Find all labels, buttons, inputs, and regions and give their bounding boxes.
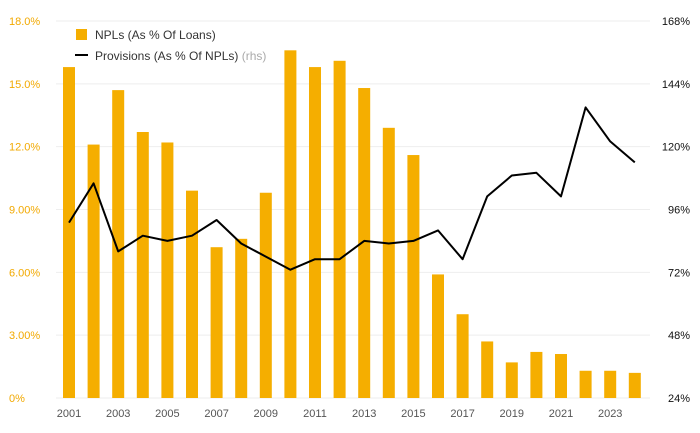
legend: NPLs (As % Of Loans) Provisions (As % Of… — [75, 28, 266, 63]
bar-2021 — [555, 354, 567, 398]
left-tick-label: 3.00% — [9, 330, 40, 342]
legend-label-provisions-suffix: (rhs) — [242, 49, 267, 63]
x-axis: 2001 2003 2005 2007 2009 2011 2013 2015 2017 2019… — [57, 408, 623, 420]
bar-2010 — [284, 50, 297, 398]
left-tick-label: 9.00% — [9, 205, 40, 217]
bar-2015 — [407, 155, 420, 398]
x-tick-label: 2013 — [352, 408, 376, 420]
x-tick-label: 2005 — [155, 408, 179, 420]
x-tick-label: 2001 — [57, 408, 81, 420]
bar-2019 — [505, 362, 518, 398]
right-axis: 24% 48% 72% 96% 120% 144% 168% — [662, 16, 690, 405]
right-tick-label: 168% — [662, 16, 690, 28]
left-tick-label: 15.0% — [9, 79, 40, 91]
gridlines — [56, 20, 650, 399]
right-tick-label: 72% — [668, 267, 690, 279]
bar-2022 — [579, 370, 592, 398]
bar-2016 — [432, 274, 444, 398]
left-tick-label: 12.0% — [9, 142, 40, 154]
x-tick-label: 2017 — [450, 408, 474, 420]
provisions-line-group — [68, 106, 636, 271]
left-tick-label: 0% — [9, 393, 25, 405]
right-tick-label: 96% — [668, 205, 690, 217]
npl-bars — [63, 50, 641, 399]
bar-2006 — [186, 190, 198, 398]
bar-2023 — [604, 370, 617, 398]
bar-2011 — [309, 67, 321, 399]
bar-2001 — [63, 67, 75, 399]
x-tick-label: 2007 — [204, 408, 228, 420]
bar-2009 — [259, 192, 272, 398]
bar-2017 — [456, 314, 469, 398]
bar-2007 — [210, 247, 223, 398]
legend-label-provisions-name: Provisions (As % Of NPLs) — [95, 49, 238, 63]
x-tick-label: 2009 — [254, 408, 278, 420]
bar-2018 — [481, 341, 494, 398]
bar-2002 — [87, 144, 100, 398]
right-tick-label: 48% — [668, 330, 690, 342]
bar-2003 — [112, 90, 125, 398]
bar-2013 — [358, 88, 371, 399]
bar-2024 — [628, 372, 641, 398]
bar-2020 — [530, 351, 543, 398]
x-tick-label: 2021 — [549, 408, 573, 420]
x-tick-label: 2011 — [303, 408, 327, 420]
x-tick-label: 2003 — [106, 408, 130, 420]
legend-label-provisions: Provisions (As % Of NPLs) (rhs) — [95, 49, 266, 63]
bar-2014 — [382, 127, 395, 399]
right-tick-label: 144% — [662, 79, 690, 91]
left-tick-label: 18.0% — [9, 16, 40, 28]
provisions-line — [68, 106, 636, 271]
bar-2012 — [333, 60, 346, 399]
x-tick-label: 2019 — [500, 408, 524, 420]
x-tick-label: 2023 — [598, 408, 622, 420]
right-tick-label: 120% — [662, 142, 690, 154]
left-tick-label: 6.00% — [9, 267, 40, 279]
left-axis: 0% 3.00% 6.00% 9.00% 12.0% 15.0% 18.0% — [9, 16, 40, 405]
bar-2005 — [161, 142, 174, 398]
bar-2008 — [235, 238, 248, 398]
legend-label-npl: NPLs (As % Of Loans) — [95, 28, 216, 42]
x-tick-label: 2015 — [401, 408, 425, 420]
legend-swatch-npl — [76, 29, 87, 40]
right-tick-label: 24% — [668, 393, 690, 405]
bar-2004 — [136, 132, 149, 398]
